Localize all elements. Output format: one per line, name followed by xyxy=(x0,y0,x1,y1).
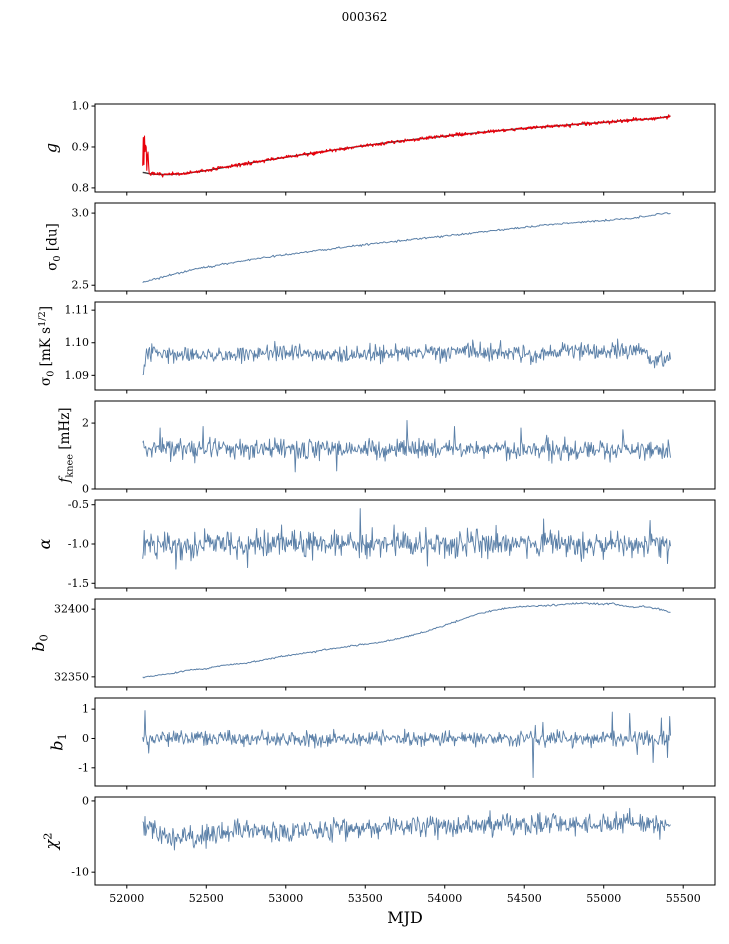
y-tick-label: 1.09 xyxy=(65,369,90,382)
x-tick-label: 54000 xyxy=(427,892,462,905)
series-line-b1 xyxy=(142,710,671,778)
series-line-sigma0_du xyxy=(142,212,671,284)
axes-box xyxy=(94,697,716,787)
y-tick-label: 1 xyxy=(82,703,89,716)
y-tick-label: 0.9 xyxy=(72,140,90,153)
panel-g: 0.8 0.9 1.0 g xyxy=(41,100,716,196)
series-line-fknee xyxy=(142,419,671,473)
panel-alpha: -1.5 -1.0 -0.5 α xyxy=(35,498,716,592)
series-line-sigma0_mks xyxy=(142,338,671,376)
panel-fknee: 0 2 fknee [mHz] xyxy=(57,400,716,496)
panel-b1: -1 0 1 b1 xyxy=(48,697,716,790)
y-tick-label: 0 xyxy=(82,732,89,745)
y-tick-label: 1.11 xyxy=(65,304,90,317)
y-tick-label: 2 xyxy=(82,417,89,430)
axes-box xyxy=(94,400,716,490)
y-axis-label: α xyxy=(35,538,54,549)
series-line-b0 xyxy=(142,602,671,679)
y-tick-label: 0 xyxy=(82,483,89,496)
y-axis-label: g xyxy=(41,143,60,153)
y-tick-label: -1.0 xyxy=(68,538,89,551)
x-tick-label: 53000 xyxy=(268,892,303,905)
y-axis-label: fknee [mHz] xyxy=(57,407,76,483)
x-tick-label: 52000 xyxy=(109,892,144,905)
x-tick-label: 54500 xyxy=(507,892,542,905)
axes-box xyxy=(94,796,716,886)
series-line-data xyxy=(142,114,671,178)
panel-sigma0_du: 2.5 3.0 σ0 [du] xyxy=(44,202,716,295)
y-tick-label: 32400 xyxy=(54,603,89,616)
x-tick-label: 55500 xyxy=(666,892,701,905)
panel-sigma0_mks: 1.09 1.10 1.11 σ0 [mK s1/2] xyxy=(37,301,716,394)
axes-box xyxy=(94,202,716,292)
x-axis-label: MJD xyxy=(387,908,423,927)
x-tick-label: 55000 xyxy=(586,892,621,905)
axes-box xyxy=(94,598,716,688)
y-axis-label: b0 xyxy=(29,634,51,652)
y-tick-label: -1 xyxy=(78,761,89,774)
y-tick-label: 1.10 xyxy=(65,336,90,349)
y-tick-label: 1.0 xyxy=(72,100,90,113)
axes-box xyxy=(94,301,716,391)
y-axis-label: σ0 [du] xyxy=(44,223,63,271)
panel-chi2: -10 0 52000 52500 53000 53500 54000 54500 55000 5… xyxy=(40,794,716,905)
y-axis-label: b1 xyxy=(48,733,70,751)
y-axis-label: σ0 [mK s1/2] xyxy=(37,306,57,386)
y-tick-label: 0.8 xyxy=(72,181,90,194)
y-tick-label: 0 xyxy=(82,794,89,807)
y-tick-label: 32350 xyxy=(54,670,89,683)
y-tick-label: -0.5 xyxy=(68,498,89,511)
series-line-chi2 xyxy=(142,807,671,851)
y-tick-label: -10 xyxy=(71,866,89,879)
panel-b0: 32350 32400 b0 xyxy=(29,598,716,691)
series-line-alpha xyxy=(142,508,671,570)
y-tick-label: 3.0 xyxy=(72,207,90,220)
figure-title: 000362 xyxy=(341,10,388,24)
y-tick-label: -1.5 xyxy=(68,577,89,590)
x-tick-label: 52500 xyxy=(189,892,224,905)
y-tick-label: 2.5 xyxy=(72,279,90,292)
x-tick-label: 53500 xyxy=(348,892,383,905)
y-axis-label: χ2 xyxy=(40,832,60,850)
axes-box xyxy=(94,103,716,193)
